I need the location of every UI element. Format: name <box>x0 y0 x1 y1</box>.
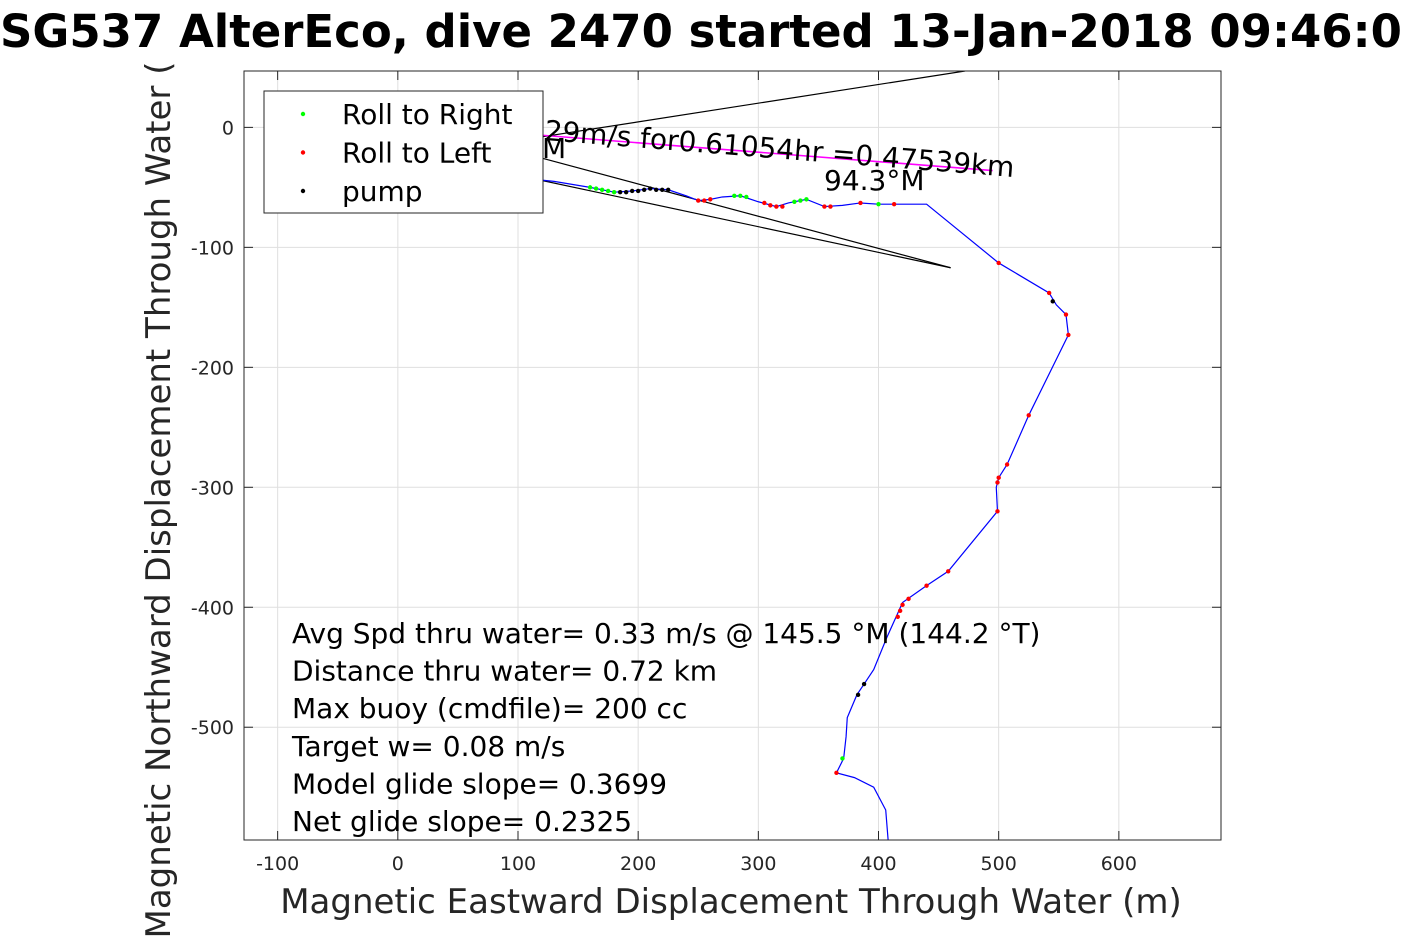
roll-right-point <box>792 199 797 204</box>
roll-left-point <box>702 198 707 203</box>
roll-left-point <box>834 770 839 776</box>
roll-left-point <box>897 608 903 614</box>
roll-left-point <box>768 203 773 208</box>
roll-left-point <box>1046 290 1052 296</box>
roll-left-point <box>1026 413 1031 418</box>
roll-left-point <box>996 475 1001 480</box>
pump-point <box>647 186 653 191</box>
roll-left-point <box>924 583 929 588</box>
roll-left-point <box>995 480 1000 485</box>
x-tick-label: 500 <box>981 853 1017 875</box>
grid <box>244 71 1221 840</box>
x-tick-label: -100 <box>256 853 299 875</box>
y-tick-label: 0 <box>222 117 234 139</box>
legend-box <box>263 90 544 214</box>
roll-left-point <box>858 200 863 206</box>
heading-label: 94.3°M <box>824 164 925 197</box>
legend-label: pump <box>342 175 423 208</box>
roll-left-point <box>762 200 767 206</box>
stats-annotation: Avg Spd thru water= 0.33 m/s @ 145.5 °M … <box>291 617 1040 838</box>
y-tick-label: -300 <box>191 477 234 499</box>
roll-right-point <box>798 198 803 203</box>
roll-right-point <box>587 185 593 190</box>
roll-left-point <box>780 204 785 209</box>
x-tick-label: 300 <box>740 853 776 875</box>
roll-right-point <box>611 189 617 195</box>
roll-left-point <box>696 198 701 203</box>
roll-right-point <box>738 193 743 198</box>
reference-line <box>517 174 951 269</box>
x-tick-label: 400 <box>860 853 896 875</box>
legend: Roll to Right Roll to Left pump <box>263 90 544 214</box>
x-tick-label: 100 <box>500 853 536 875</box>
pump-point <box>653 187 659 192</box>
legend-label: Roll to Left <box>342 137 491 170</box>
roll-right-point <box>876 201 881 207</box>
stats-line: Model glide slope= 0.3699 <box>292 767 667 800</box>
stats-line: Net glide slope= 0.2325 <box>292 805 632 838</box>
pump-point <box>635 188 641 194</box>
track-line <box>517 177 1069 840</box>
x-tick-label: 200 <box>620 853 656 875</box>
plot-border <box>243 70 1222 841</box>
stats-line: Avg Spd thru water= 0.33 m/s @ 145.5 °M … <box>292 617 1040 650</box>
pump-point <box>666 187 671 192</box>
y-tick-label: -100 <box>191 237 234 259</box>
axis-ticks: -100 0 100 200 300 400 500 600 0 -100 -200 -300 -400… <box>191 71 1221 875</box>
reference-line <box>517 71 966 142</box>
y-tick-label: -400 <box>191 597 234 619</box>
stats-line: Max buoy (cmdfile)= 200 cc <box>292 692 687 725</box>
roll-right-point <box>744 194 749 200</box>
x-tick-label: 600 <box>1101 853 1137 875</box>
pump-point <box>1050 299 1055 304</box>
pump-point <box>659 187 665 192</box>
roll-right-point <box>840 756 845 761</box>
roll-right-point <box>732 193 737 198</box>
y-tick-label: -200 <box>191 357 234 379</box>
x-axis-label: Magnetic Eastward Displacement Through W… <box>280 882 1182 922</box>
legend-label: Roll to Right <box>342 98 513 131</box>
current-vector-line <box>517 132 993 172</box>
legend-marker <box>300 111 306 117</box>
roll-right-point <box>804 197 809 202</box>
heading-label-partial: M <box>542 132 566 165</box>
roll-left-point <box>946 569 951 574</box>
roll-left-point <box>774 204 779 209</box>
roll-left-point <box>891 201 897 207</box>
stats-line: Target w= 0.08 m/s <box>291 730 565 763</box>
roll-right-point <box>599 187 605 192</box>
legend-marker <box>300 188 306 194</box>
roll-left-point <box>895 614 900 620</box>
pump-point <box>629 188 635 194</box>
roll-left-point <box>906 596 911 602</box>
roll-left-point <box>1063 312 1069 317</box>
roll-left-point <box>996 260 1001 266</box>
roll-left-point <box>708 197 713 202</box>
roll-left-point <box>1004 462 1010 467</box>
roll-left-point <box>900 602 905 608</box>
pump-point <box>617 189 623 195</box>
roll-right-point <box>605 188 611 194</box>
roll-left-point <box>995 509 1000 514</box>
chart-title: SG537 AlterEco, dive 2470 started 13-Jan… <box>0 5 1402 58</box>
reference-line <box>529 154 951 269</box>
roll-right-point <box>593 186 599 191</box>
pump-point <box>641 187 647 192</box>
roll-left-point <box>828 204 833 209</box>
legend-marker <box>300 150 306 155</box>
pump-point <box>861 681 867 687</box>
stats-line: Distance thru water= 0.72 km <box>292 655 717 688</box>
pump-point <box>855 692 861 698</box>
x-tick-label: 0 <box>392 853 404 875</box>
y-axis-label: Magnetic Northward Displacement Through … <box>139 62 179 939</box>
y-tick-label: -500 <box>191 717 234 739</box>
pump-point <box>623 189 629 195</box>
roll-left-point <box>1066 332 1071 338</box>
roll-left-point <box>822 204 827 209</box>
